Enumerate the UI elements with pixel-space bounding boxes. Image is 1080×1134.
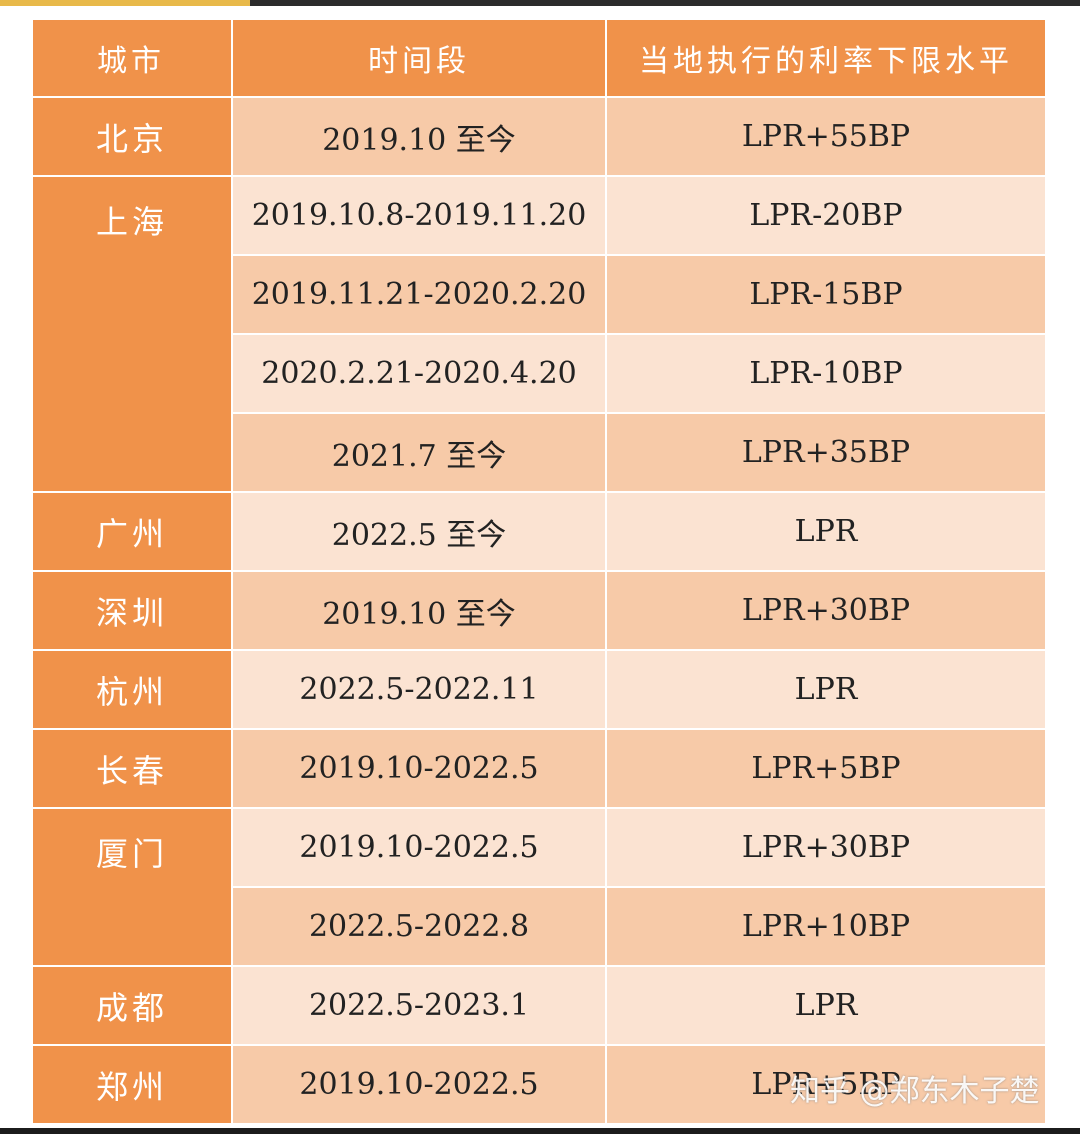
period-cell: 2022.5-2022.11 xyxy=(233,651,607,730)
city-cell: 广州 xyxy=(33,493,233,572)
period-cell: 2020.2.21-2020.4.20 xyxy=(233,335,607,414)
table-row: 杭州 2022.5-2022.11 LPR xyxy=(33,651,1047,730)
rate-cell: LPR+10BP xyxy=(607,888,1047,967)
city-cell: 深圳 xyxy=(33,572,233,651)
city-cell: 郑州 xyxy=(33,1046,233,1125)
header-rate: 当地执行的利率下限水平 xyxy=(607,20,1047,98)
rate-table: 城市 时间段 当地执行的利率下限水平 北京 2019.10 至今 LPR+55B… xyxy=(33,20,1047,1125)
city-cell: 北京 xyxy=(33,98,233,177)
table-row: 郑州 2019.10-2022.5 LPR+5BP xyxy=(33,1046,1047,1125)
zhihu-watermark: 知乎 @郑东木子楚 xyxy=(790,1074,1040,1109)
period-cell: 2022.5-2022.8 xyxy=(233,888,607,967)
period-cell: 2019.10 至今 xyxy=(233,98,607,177)
city-cell: 成都 xyxy=(33,967,233,1046)
header-period: 时间段 xyxy=(233,20,607,98)
rate-cell: LPR+30BP xyxy=(607,572,1047,651)
top-edge-strip xyxy=(0,0,1080,6)
header-city: 城市 xyxy=(33,20,233,98)
rate-cell: LPR-15BP xyxy=(607,256,1047,335)
table-row: 广州 2022.5 至今 LPR xyxy=(33,493,1047,572)
table-row: 北京 2019.10 至今 LPR+55BP xyxy=(33,98,1047,177)
period-cell: 2019.10-2022.5 xyxy=(233,809,607,888)
period-cell: 2022.5 至今 xyxy=(233,493,607,572)
header-row: 城市 时间段 当地执行的利率下限水平 xyxy=(33,20,1047,98)
city-cell: 上海 xyxy=(33,177,233,493)
table-row: 2020.2.21-2020.4.20 LPR-10BP xyxy=(33,335,1047,414)
rate-cell: LPR+5BP xyxy=(607,1046,1047,1125)
rate-cell: LPR-20BP xyxy=(607,177,1047,256)
table-row: 长春 2019.10-2022.5 LPR+5BP xyxy=(33,730,1047,809)
period-cell: 2019.10-2022.5 xyxy=(233,1046,607,1125)
rate-cell: LPR+30BP xyxy=(607,809,1047,888)
period-cell: 2019.10.8-2019.11.20 xyxy=(233,177,607,256)
table-row: 上海 2019.10.8-2019.11.20 LPR-20BP xyxy=(33,177,1047,493)
city-cell: 长春 xyxy=(33,730,233,809)
period-cell: 2021.7 至今 xyxy=(233,414,607,493)
period-cell: 2019.10 至今 xyxy=(233,572,607,651)
rate-cell: LPR+35BP xyxy=(607,414,1047,493)
table-row: 2019.11.21-2020.2.20 LPR-15BP xyxy=(33,256,1047,335)
period-cell: 2022.5-2023.1 xyxy=(233,967,607,1046)
table-row: 2021.7 至今 LPR+35BP xyxy=(33,414,1047,493)
period-cell: 2019.11.21-2020.2.20 xyxy=(233,256,607,335)
period-cell: 2019.10-2022.5 xyxy=(233,730,607,809)
city-cell: 杭州 xyxy=(33,651,233,730)
table-row: 深圳 2019.10 至今 LPR+30BP xyxy=(33,572,1047,651)
rate-cell: LPR+5BP xyxy=(607,730,1047,809)
table-row: 厦门 2019.10-2022.5 LPR+30BP xyxy=(33,809,1047,967)
table-row: 成都 2022.5-2023.1 LPR xyxy=(33,967,1047,1046)
rate-cell: LPR+55BP xyxy=(607,98,1047,177)
rate-cell: LPR xyxy=(607,651,1047,730)
top-edge-blot xyxy=(0,0,250,6)
rate-cell: LPR xyxy=(607,493,1047,572)
table-row: 2022.5-2022.8 LPR+10BP xyxy=(33,888,1047,967)
rate-cell: LPR-10BP xyxy=(607,335,1047,414)
bottom-edge-strip xyxy=(0,1128,1080,1134)
city-cell: 厦门 xyxy=(33,809,233,967)
rate-cell: LPR xyxy=(607,967,1047,1046)
